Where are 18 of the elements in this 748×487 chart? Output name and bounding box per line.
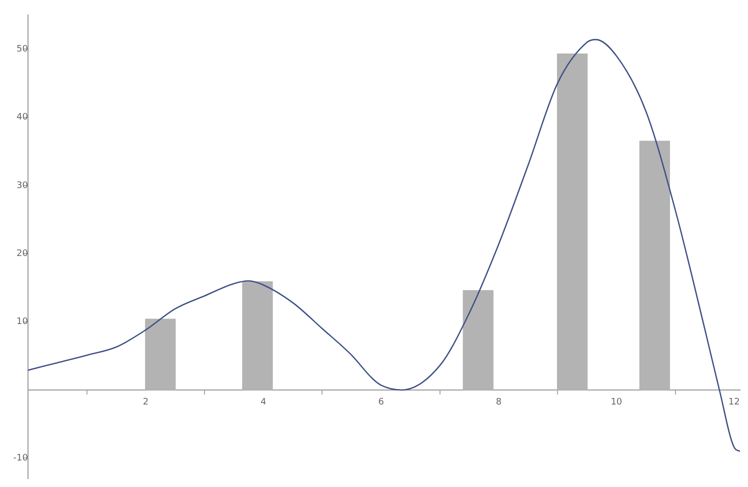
bar xyxy=(639,140,670,390)
bar xyxy=(242,281,273,390)
line-series xyxy=(28,38,740,452)
y-tick-label: 40 xyxy=(16,112,28,123)
x-tick-label: 8 xyxy=(496,398,502,408)
x-tick-label: 12 xyxy=(728,398,740,408)
x-tick-label: 6 xyxy=(378,398,384,408)
x-tick-label: 2 xyxy=(142,398,149,408)
bar xyxy=(556,54,588,390)
x-tick-label: 4 xyxy=(260,398,267,408)
y-tick-label: 10 xyxy=(16,317,28,328)
y-tick-label: 30 xyxy=(16,180,28,191)
x-tick-label: 10 xyxy=(610,398,622,408)
bar xyxy=(145,318,176,390)
y-tick-label: 20 xyxy=(16,248,28,259)
y-tick-label: -10 xyxy=(13,453,28,464)
bar xyxy=(462,290,494,390)
y-tick-label: 50 xyxy=(16,44,28,54)
